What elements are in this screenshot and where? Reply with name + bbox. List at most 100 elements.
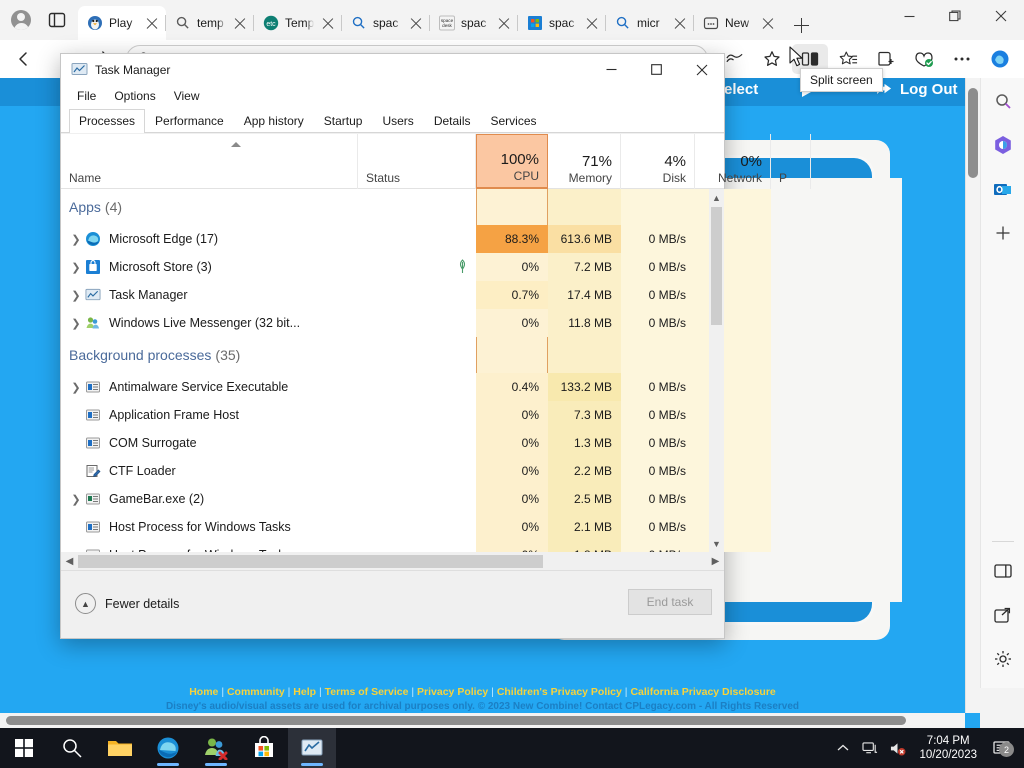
browser-essentials-icon[interactable]	[906, 44, 942, 74]
chevron-right-icon[interactable]: ❯	[71, 317, 81, 330]
chevron-right-icon[interactable]: ❯	[71, 233, 81, 246]
table-row[interactable]: Host Process for Windows Tasks 0% 1.8 MB…	[61, 541, 709, 552]
table-row[interactable]: ❯ Windows Live Messenger (32 bit... 0% 1…	[61, 309, 709, 337]
page-hscroll-thumb[interactable]	[6, 716, 906, 725]
close-icon[interactable]	[144, 15, 160, 31]
play-arrow-icon[interactable]	[802, 84, 811, 101]
tab-spac-1[interactable]: spac	[341, 6, 430, 40]
close-icon[interactable]	[320, 15, 336, 31]
task-manager-button[interactable]	[288, 728, 336, 768]
table-row[interactable]: COM Surrogate 0% 1.3 MB 0 MB/s 0 Mbps	[61, 429, 709, 457]
footer-link-terms[interactable]: Terms of Service	[324, 686, 409, 698]
table-row[interactable]: ❯ Antimalware Service Executable 0.4% 13…	[61, 373, 709, 401]
network-icon[interactable]	[859, 735, 881, 761]
start-button[interactable]	[0, 728, 48, 768]
process-hscroll-thumb[interactable]	[78, 554, 543, 568]
scroll-up-arrow-icon[interactable]: ▲	[712, 192, 721, 203]
page-vertical-scrollbar[interactable]	[965, 78, 980, 713]
process-table-horizontal-scrollbar[interactable]: ◀ ▶	[61, 552, 724, 570]
scroll-right-arrow-icon[interactable]: ▶	[711, 555, 720, 567]
tab-spac-2[interactable]: space desk spac	[429, 6, 518, 40]
tab-processes[interactable]: Processes	[69, 109, 146, 133]
column-header-network[interactable]: 0% Network	[695, 134, 771, 189]
tab-users[interactable]: Users	[382, 114, 414, 128]
chevron-right-icon[interactable]: ❯	[71, 261, 81, 274]
add-icon[interactable]	[988, 218, 1018, 248]
table-row[interactable]: CTF Loader 0% 2.2 MB 0 MB/s 0 Mbps	[61, 457, 709, 485]
table-row[interactable]: ❯ Task Manager 0.7% 17.4 MB 0 MB/s 0 Mbp…	[61, 281, 709, 309]
copilot-icon[interactable]	[982, 44, 1018, 74]
logout-icon[interactable]	[876, 81, 893, 100]
open-in-new-window-icon[interactable]	[988, 600, 1018, 630]
settings-gear-icon[interactable]	[988, 644, 1018, 674]
close-icon[interactable]	[584, 15, 600, 31]
tab-new[interactable]: New	[693, 6, 782, 40]
tm-minimize-button[interactable]	[589, 54, 634, 85]
close-icon[interactable]	[496, 15, 512, 31]
fewer-details-button[interactable]: ▲ Fewer details	[75, 593, 179, 614]
tab-overview-icon[interactable]	[40, 5, 74, 35]
page-scroll-thumb[interactable]	[968, 88, 978, 178]
logout-label[interactable]: Log Out	[900, 81, 958, 98]
read-aloud-icon[interactable]	[716, 44, 752, 74]
store-button[interactable]	[240, 728, 288, 768]
show-hidden-icons-button[interactable]	[832, 735, 854, 761]
footer-link-home[interactable]: Home	[189, 686, 219, 698]
tab-app-history[interactable]: App history	[243, 114, 304, 128]
table-row[interactable]: ❯ Microsoft Store (3) 0% 7.2 MB 0 MB/s	[61, 253, 709, 281]
new-tab-button[interactable]	[786, 10, 816, 40]
close-icon[interactable]	[760, 15, 776, 31]
settings-and-more-button[interactable]	[944, 44, 980, 74]
end-task-button[interactable]: End task	[628, 589, 712, 615]
tab-play[interactable]: Play	[78, 6, 166, 40]
copilot-icon[interactable]	[988, 130, 1018, 160]
tab-startup[interactable]: Startup	[323, 114, 363, 128]
clock[interactable]: 7:04 PM 10/20/2023	[913, 734, 983, 762]
table-row[interactable]: ❯ Microsoft Edge (17) 88.3% 613.6 MB 0 M…	[61, 225, 709, 253]
notifications-button[interactable]: 2	[988, 735, 1016, 761]
tab-services[interactable]: Services	[490, 114, 537, 128]
collections-icon[interactable]	[868, 44, 904, 74]
menu-view[interactable]: View	[173, 89, 200, 103]
favorite-star-icon[interactable]	[754, 44, 790, 74]
messenger-button[interactable]	[192, 728, 240, 768]
table-row[interactable]: Host Process for Windows Tasks 0% 2.1 MB…	[61, 513, 709, 541]
column-header-memory[interactable]: 71% Memory	[548, 134, 621, 189]
footer-link-california-privacy[interactable]: California Privacy Disclosure	[630, 686, 776, 698]
table-row[interactable]: ❯ GameBar.exe (2) 0% 2.5 MB 0 MB/s 0 Mbp…	[61, 485, 709, 513]
group-header-apps[interactable]: Apps (4)	[69, 199, 123, 215]
tm-maximize-button[interactable]	[634, 54, 679, 85]
footer-link-community[interactable]: Community	[226, 686, 285, 698]
volume-muted-icon[interactable]	[886, 735, 908, 761]
tab-details[interactable]: Details	[433, 114, 471, 128]
chevron-right-icon[interactable]: ❯	[71, 289, 81, 302]
select-label[interactable]: Select	[714, 81, 759, 98]
search-button[interactable]	[48, 728, 96, 768]
close-button[interactable]	[978, 0, 1024, 32]
group-header-background-processes[interactable]: Background processes (35)	[69, 347, 241, 363]
process-table-vertical-scrollbar[interactable]: ▲ ▼	[709, 189, 724, 552]
column-header-name[interactable]: Name	[61, 134, 358, 189]
column-header-status[interactable]: Status	[358, 134, 476, 189]
search-icon[interactable]	[988, 86, 1018, 116]
edge-button[interactable]	[144, 728, 192, 768]
scroll-down-arrow-icon[interactable]: ▼	[712, 538, 721, 549]
scroll-left-arrow-icon[interactable]: ◀	[65, 555, 74, 567]
table-row[interactable]: Application Frame Host 0% 7.3 MB 0 MB/s …	[61, 401, 709, 429]
account-avatar-icon[interactable]	[4, 5, 38, 35]
minimize-button[interactable]	[886, 0, 932, 32]
tab-spac-3[interactable]: spac	[517, 6, 606, 40]
column-header-disk[interactable]: 4% Disk	[621, 134, 695, 189]
page-horizontal-scrollbar[interactable]	[0, 713, 965, 728]
restore-button[interactable]	[932, 0, 978, 32]
sidebar-toggle-icon[interactable]	[988, 556, 1018, 586]
chevron-right-icon[interactable]: ❯	[71, 381, 81, 394]
column-header-cpu[interactable]: 100% CPU	[476, 134, 548, 189]
close-icon[interactable]	[232, 15, 248, 31]
process-scroll-thumb[interactable]	[711, 207, 722, 325]
tab-temp-2[interactable]: etc Temp	[253, 6, 342, 40]
tab-temp-1[interactable]: temp	[165, 6, 254, 40]
tab-micr[interactable]: micr	[605, 6, 694, 40]
close-icon[interactable]	[672, 15, 688, 31]
outlook-icon[interactable]	[988, 174, 1018, 204]
